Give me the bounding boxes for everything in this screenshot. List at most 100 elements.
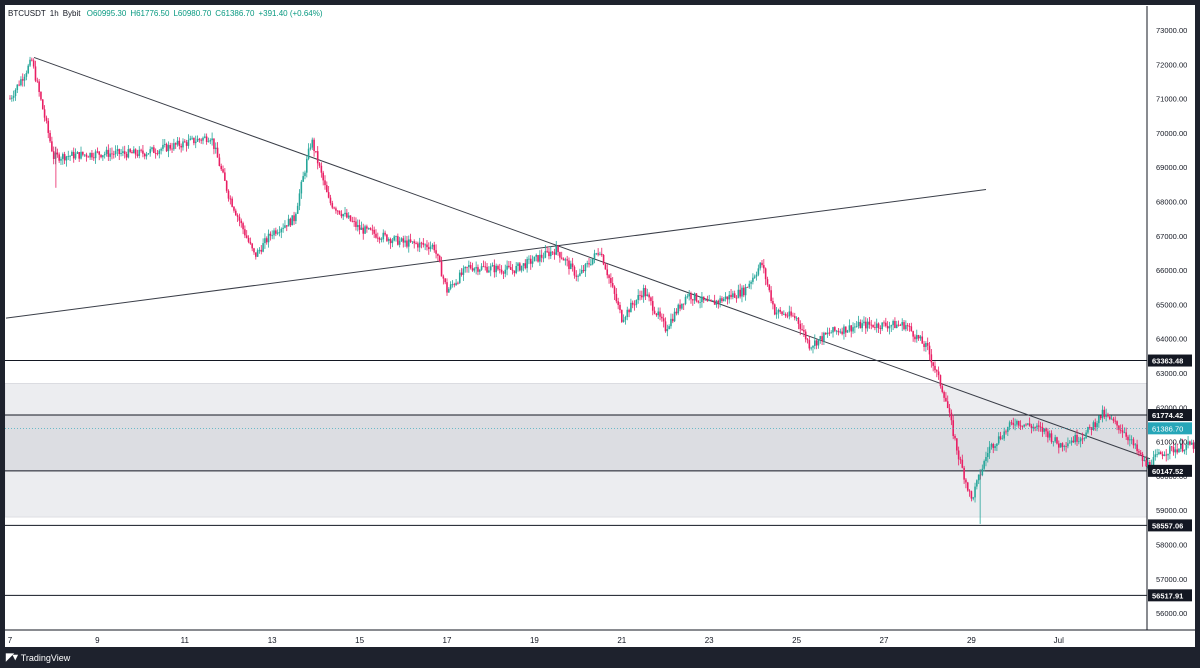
candle-body-down (1065, 446, 1067, 447)
candle-body-down (970, 491, 973, 499)
candle-body-down (422, 242, 425, 245)
candle-body-up (526, 258, 528, 269)
candle-body-down (824, 332, 827, 335)
candle-body-up (342, 214, 345, 217)
candle-body-up (280, 228, 283, 233)
candle-body-up (400, 238, 403, 241)
candle-body-down (651, 301, 654, 311)
candle-body-down (588, 263, 590, 265)
candle-body-up (599, 253, 601, 255)
candle-body-down (377, 237, 379, 239)
x-tick-label: Jul (1054, 636, 1064, 645)
candle-body-up (593, 253, 596, 259)
candle-body-up (151, 147, 153, 150)
candle-body-up (875, 323, 878, 328)
candle-body-down (47, 120, 50, 133)
candle-body-up (1101, 409, 1104, 419)
candle-body-up (854, 326, 856, 328)
candle-body-up (295, 213, 297, 222)
candle-body-down (497, 265, 499, 270)
candle-body-up (147, 153, 150, 155)
candle-body-up (826, 332, 829, 335)
candle-body-down (285, 225, 288, 227)
candle-body-down (950, 412, 953, 421)
candle-body-up (214, 147, 217, 150)
candle-body-up (60, 158, 62, 161)
candle-body-down (945, 397, 947, 402)
candle-body-up (296, 205, 299, 214)
candle-body-down (1181, 443, 1184, 452)
candle-body-down (1170, 446, 1173, 448)
candle-body-down (275, 230, 277, 234)
candle-body-down (92, 157, 95, 159)
candle-body-down (1176, 449, 1178, 453)
candle-body-up (1016, 420, 1018, 425)
candle-body-up (579, 273, 581, 276)
candle-body-down (316, 151, 319, 164)
candle-body-down (806, 339, 809, 341)
candle-body-up (94, 151, 97, 159)
candle-body-down (742, 287, 745, 296)
x-tick-label: 9 (95, 636, 100, 645)
candle-body-down (238, 216, 241, 221)
candle-body-up (637, 295, 639, 300)
price-chart[interactable]: 73000.00 72000.00 71000.00 70000.00 69000.00… (0, 0, 1200, 647)
candle-body-down (664, 321, 667, 332)
tradingview-logo[interactable]: ◤▾ TradingView (6, 652, 70, 663)
candle-body-down (169, 145, 172, 149)
candle-body-down (828, 332, 831, 334)
candle-body-up (1123, 432, 1126, 434)
candle-body-down (779, 309, 782, 312)
candle-body-up (677, 304, 680, 314)
candle-body-down (562, 258, 565, 261)
candle-body-down (1047, 431, 1049, 438)
candle-body-down (1005, 431, 1007, 433)
candle-body-up (360, 227, 363, 230)
candle-body-up (489, 266, 492, 271)
candle-body-down (315, 150, 317, 152)
candle-body-up (977, 474, 980, 481)
candle-body-up (988, 446, 991, 454)
candle-body-up (344, 212, 346, 215)
candle-body-down (917, 335, 920, 339)
candle-body-down (1037, 425, 1040, 427)
candle-body-down (417, 243, 419, 248)
candle-body-down (1136, 444, 1138, 452)
candle-body-down (249, 241, 252, 244)
candle-body-up (1079, 438, 1082, 442)
candle-body-down (358, 225, 361, 230)
candle-body-down (943, 391, 945, 398)
candle-body-down (799, 323, 802, 330)
candle-body-down (335, 208, 337, 211)
candle-body-up (719, 298, 721, 303)
x-tick-label: 21 (617, 636, 626, 645)
candle-body-down (903, 322, 905, 330)
candle-body-up (724, 296, 727, 299)
candle-body-down (406, 240, 408, 247)
candle-body-down (240, 220, 243, 224)
low-value: L60980.70 (173, 9, 212, 18)
candle-body-down (112, 153, 115, 155)
candle-body-down (293, 215, 295, 222)
candle-body-down (229, 198, 232, 200)
candle-body-down (471, 268, 474, 271)
candle-body-up (273, 230, 275, 236)
candle-body-down (366, 226, 368, 229)
candle-body-down (906, 325, 909, 327)
candle-body-up (133, 149, 135, 154)
candle-body-down (336, 210, 339, 212)
candle-body-down (690, 293, 692, 300)
candle-body-down (1159, 452, 1162, 455)
candle-body-up (657, 311, 660, 316)
y-tick-label: 73000.00 (1156, 26, 1187, 35)
candle-body-down (222, 169, 224, 173)
candle-body-up (209, 140, 212, 142)
candle-body-up (256, 250, 259, 257)
candle-body-up (407, 239, 410, 247)
candle-body-down (174, 143, 177, 145)
candle-body-down (36, 80, 39, 82)
candle-body-down (963, 467, 965, 480)
candle-body-down (216, 147, 219, 158)
candle-body-up (105, 149, 108, 155)
candle-body-up (311, 139, 314, 148)
